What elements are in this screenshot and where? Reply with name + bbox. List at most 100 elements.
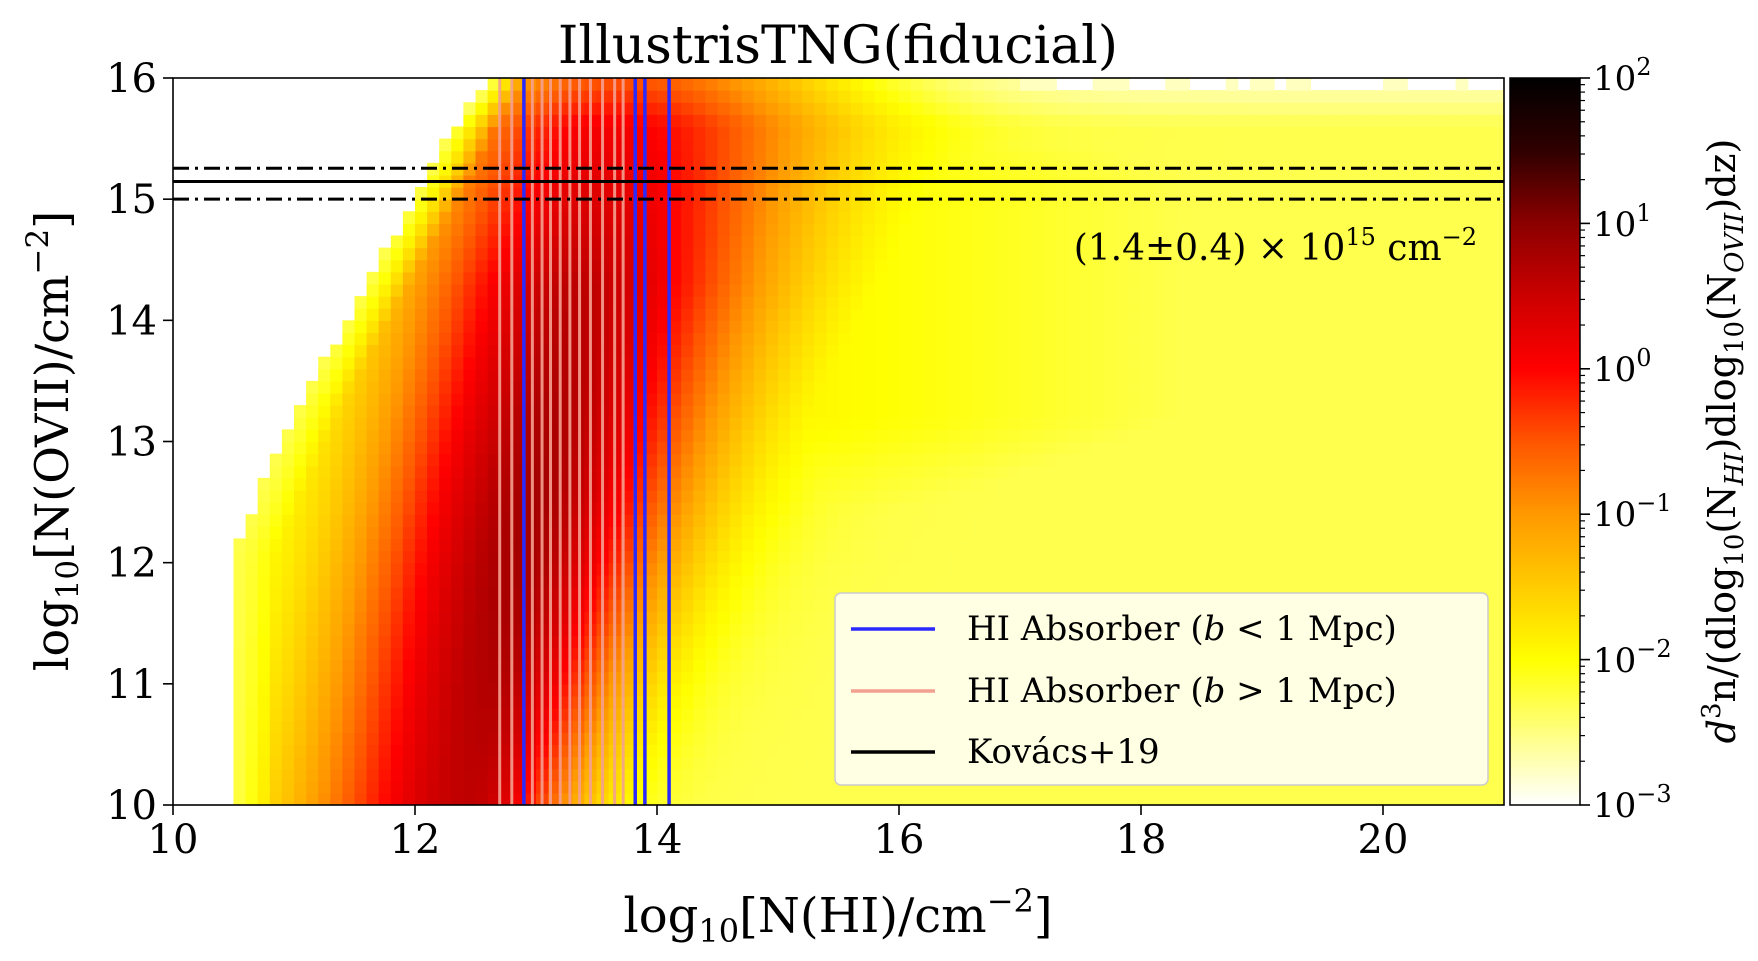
heatmap-cell	[983, 296, 997, 309]
heatmap-cell	[1116, 187, 1130, 200]
heatmap-cell	[741, 429, 755, 443]
heatmap-cell	[342, 586, 356, 600]
heatmap-cell	[1080, 271, 1094, 285]
heatmap-cell	[427, 683, 440, 697]
heatmap-cell	[318, 768, 331, 782]
heatmap-cell	[475, 574, 489, 588]
heatmap-cell	[657, 526, 670, 540]
heatmap-cell	[874, 126, 888, 140]
heatmap-cell	[306, 647, 319, 661]
heatmap-cell	[1298, 477, 1311, 491]
heatmap-cell	[463, 356, 477, 370]
heatmap-cell	[971, 441, 985, 455]
heatmap-cell	[693, 296, 706, 309]
heatmap-cell	[1237, 223, 1251, 237]
heatmap-cell	[1274, 138, 1287, 152]
heatmap-cell	[1007, 368, 1021, 382]
heatmap-cell	[959, 538, 973, 552]
heatmap-cell	[427, 259, 440, 273]
heatmap-cell	[814, 126, 827, 140]
heatmap-cell	[342, 453, 356, 467]
heatmap-cell	[1020, 502, 1033, 515]
heatmap-cell	[1165, 538, 1178, 552]
heatmap-cell	[911, 138, 924, 152]
heatmap-cell	[778, 708, 791, 721]
heatmap-cell	[306, 417, 319, 430]
heatmap-cell	[644, 114, 658, 128]
heatmap-cell	[475, 502, 489, 515]
heatmap-cell	[269, 574, 283, 588]
heatmap-cell	[318, 526, 331, 540]
heatmap-cell	[402, 477, 416, 491]
heatmap-cell	[741, 780, 755, 794]
heatmap-cell	[826, 792, 840, 805]
heatmap-cell	[281, 671, 295, 685]
heatmap-cell	[971, 283, 985, 297]
heatmap-cell	[257, 489, 271, 503]
heatmap-cell	[318, 393, 331, 406]
heatmap-cell	[269, 647, 283, 661]
heatmap-cell	[729, 223, 743, 237]
heatmap-cell	[1298, 247, 1311, 261]
heatmap-cell	[657, 502, 670, 515]
heatmap-cell	[451, 380, 464, 394]
heatmap-cell	[1201, 380, 1215, 394]
heatmap-cell	[765, 465, 779, 479]
heatmap-cell	[717, 550, 731, 564]
heatmap-cell	[983, 489, 997, 503]
heatmap-cell	[1080, 429, 1094, 443]
heatmap-cell	[1249, 162, 1263, 176]
heatmap-cell	[971, 320, 985, 334]
heatmap-cell	[850, 465, 864, 479]
heatmap-cell	[1116, 223, 1130, 237]
heatmap-cell	[729, 514, 743, 527]
heatmap-cell	[306, 659, 319, 673]
heatmap-cell	[741, 441, 755, 455]
heatmap-cell	[1080, 368, 1094, 382]
heatmap-cell	[693, 271, 706, 285]
heatmap-cell	[1092, 162, 1106, 176]
heatmap-cell	[947, 308, 961, 321]
heatmap-cell	[1213, 332, 1227, 346]
heatmap-cell	[657, 235, 670, 249]
heatmap-cell	[1165, 356, 1178, 370]
heatmap-cell	[899, 356, 912, 370]
heatmap-cell	[838, 332, 852, 346]
heatmap-cell	[983, 138, 997, 152]
heatmap-cell	[644, 368, 658, 382]
heatmap-cell	[983, 332, 997, 346]
heatmap-cell	[644, 102, 658, 115]
heatmap-cell	[257, 780, 271, 794]
heatmap-cell	[330, 453, 343, 467]
heatmap-cell	[1068, 393, 1082, 406]
heatmap-cell	[1201, 356, 1215, 370]
heatmap-cell	[1189, 90, 1203, 103]
heatmap-cell	[899, 78, 912, 91]
heatmap-cell	[511, 211, 525, 224]
heatmap-cell	[269, 683, 283, 697]
heatmap-cell	[1020, 235, 1033, 249]
heatmap-cell	[814, 162, 827, 176]
heatmap-cell	[451, 683, 464, 697]
heatmap-cell	[1237, 247, 1251, 261]
heatmap-cell	[886, 429, 900, 443]
heatmap-cell	[911, 405, 924, 418]
heatmap-cell	[741, 405, 755, 418]
heatmap-cell	[366, 792, 380, 805]
heatmap-cell	[814, 259, 827, 273]
heatmap-cell	[233, 708, 247, 721]
heatmap-cell	[862, 574, 876, 588]
heatmap-cell	[778, 78, 791, 91]
heatmap-cell	[342, 744, 356, 758]
heatmap-cell	[717, 465, 731, 479]
heatmap-cell	[1274, 441, 1287, 455]
heatmap-cell	[1153, 477, 1166, 491]
heatmap-cell	[366, 356, 380, 370]
heatmap-cell	[741, 550, 755, 564]
heatmap-cell	[1225, 465, 1239, 479]
heatmap-cell	[1032, 247, 1045, 261]
heatmap-cell	[1128, 271, 1142, 285]
heatmap-cell	[802, 90, 815, 103]
heatmap-cell	[681, 296, 694, 309]
heatmap-cell	[874, 320, 888, 334]
